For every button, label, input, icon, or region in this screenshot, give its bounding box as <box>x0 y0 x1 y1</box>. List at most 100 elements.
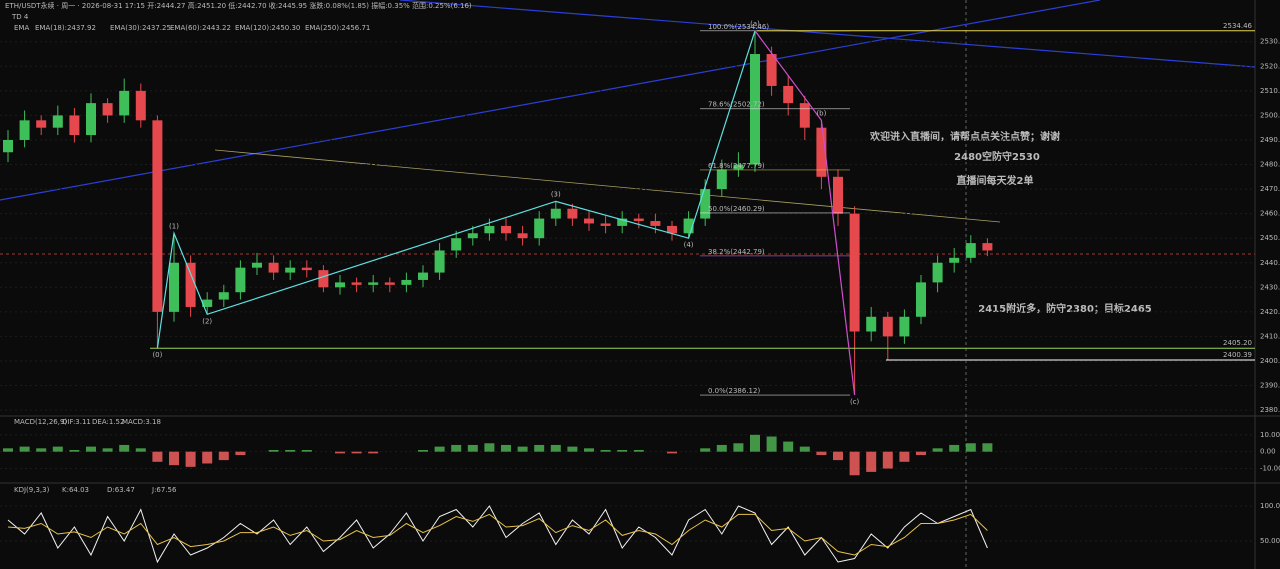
candle-body <box>169 262 179 312</box>
macd-bar <box>19 446 30 452</box>
y-tick-label: 2460.00 <box>1260 210 1280 218</box>
candle-body <box>600 223 611 226</box>
candle-body <box>335 282 345 288</box>
macd-bar <box>833 451 843 461</box>
candle-body <box>218 292 229 300</box>
y-tick-label: 2510.00 <box>1260 87 1280 95</box>
candle-body <box>534 218 545 239</box>
candle-body <box>700 189 711 219</box>
y-tick-label: 2470.00 <box>1260 185 1280 193</box>
macd-bar <box>3 448 13 452</box>
macd-bar <box>119 444 130 452</box>
macd-bar <box>965 443 976 452</box>
macd-bar <box>534 444 545 452</box>
candle-body <box>517 233 528 239</box>
candle-body <box>949 257 960 263</box>
macd-bar <box>152 451 163 462</box>
macd-bar <box>899 451 910 462</box>
candle-body <box>351 282 362 285</box>
wave-label: (1) <box>169 222 179 230</box>
legend-entry: J:67.56 <box>151 486 177 494</box>
macd-bar <box>52 446 63 452</box>
candle-body <box>584 218 594 224</box>
macd-bar <box>185 451 196 467</box>
ema-value: EMA(18):2437.92 <box>35 24 96 32</box>
macd-bar <box>235 451 246 456</box>
candle-body <box>866 316 877 332</box>
trend-line <box>0 0 1101 201</box>
trend-line <box>399 0 1256 68</box>
candle-body <box>135 90 146 121</box>
macd-bar <box>135 448 146 452</box>
candle-body <box>750 54 760 165</box>
macd-bar <box>932 448 943 452</box>
legend-entry: K:64.03 <box>62 486 89 494</box>
candle-body <box>783 85 794 104</box>
candle-body <box>86 103 96 136</box>
y-tick-label: 2420.00 <box>1260 308 1280 316</box>
price-line-label: 2534.46 <box>1223 22 1252 30</box>
macd-bar <box>268 450 279 452</box>
candle-body <box>667 225 677 234</box>
macd-bar <box>36 448 47 452</box>
macd-bar <box>169 451 179 466</box>
ema-value: EMA(120):2450.30 <box>235 24 300 32</box>
candle-body <box>434 250 445 273</box>
ema-label: EMA <box>14 24 29 32</box>
candle-body <box>152 120 163 312</box>
fib-label: 78.6%(2502.72) <box>708 101 765 109</box>
macd-bar <box>567 446 578 452</box>
candle-body <box>235 267 246 293</box>
macd-bar <box>783 441 794 452</box>
y-tick-label: 2390.00 <box>1260 382 1280 390</box>
candle-body <box>916 282 926 317</box>
wave-label: (c) <box>850 398 860 406</box>
macd-bar <box>700 448 711 452</box>
macd-bar <box>716 444 727 452</box>
candle-body <box>716 169 727 190</box>
ema-value: EMA(30):2437.25 <box>110 24 171 32</box>
macd-bar <box>218 451 229 461</box>
fib-label: 50.0%(2460.29) <box>708 205 765 213</box>
macd-bar <box>584 448 594 452</box>
candle-body <box>52 115 63 128</box>
macd-bar <box>202 451 213 464</box>
y-tick-label: 2400.00 <box>1260 357 1280 365</box>
candle-body <box>3 139 13 153</box>
macd-bar <box>633 450 644 452</box>
macd-bar <box>368 451 379 454</box>
ema-line <box>214 149 1001 223</box>
y-tick-label: 2450.00 <box>1260 234 1280 242</box>
macd-bar <box>418 450 428 452</box>
wave-line <box>156 30 756 349</box>
candle-body <box>766 54 777 86</box>
macd-bar <box>301 450 312 452</box>
price-line-label: 2400.39 <box>1223 351 1252 359</box>
candle-body <box>965 243 976 258</box>
kdj-title: KDJ(9,3,3) <box>14 486 50 494</box>
macd-bar <box>766 436 777 452</box>
annotation: 欢迎进入直播间，请帮点点关注点赞；谢谢 <box>869 130 1060 143</box>
macd-bar <box>335 451 345 454</box>
macd-bar <box>750 434 760 452</box>
td-line: TD 4 <box>11 13 29 21</box>
candle-body <box>899 316 910 337</box>
macd-bar <box>617 450 628 452</box>
macd-bar <box>916 451 926 456</box>
candle-body <box>799 103 810 128</box>
candle-body <box>102 103 113 116</box>
y-tick-label: 2520.00 <box>1260 62 1280 70</box>
macd-bar <box>949 444 960 452</box>
macd-bar <box>285 450 296 452</box>
wave-label: (a) <box>750 20 760 28</box>
y-tick-label: 2500.00 <box>1260 111 1280 119</box>
y-tick-label: 50.00 <box>1260 537 1280 545</box>
candle-body <box>69 115 80 136</box>
candle-body <box>733 164 744 170</box>
y-tick-label: 10.00 <box>1260 431 1280 439</box>
macd-bar <box>799 446 810 452</box>
candle-body <box>418 272 428 280</box>
candle-body <box>932 262 943 283</box>
candle-body <box>650 221 661 226</box>
